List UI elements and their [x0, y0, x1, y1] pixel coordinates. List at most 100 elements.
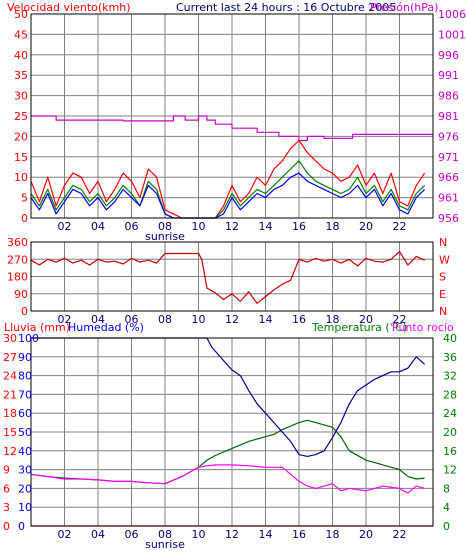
wind-ytick-30: 30	[14, 90, 28, 103]
direction-cardinal-3: E	[439, 288, 446, 301]
wind-direction-line	[30, 251, 425, 304]
temperature-ytick-4: 4	[443, 501, 450, 514]
wind-speed-line	[30, 172, 426, 219]
temperature-ytick-8: 8	[443, 482, 450, 495]
rain-ytick-24: 24	[3, 370, 17, 383]
dir-xtick-04: 04	[91, 313, 105, 326]
temp-sunrise-label: sunrise	[145, 538, 185, 551]
temp-xtick-14: 14	[259, 528, 273, 541]
direction-ytick-270: 270	[7, 253, 28, 266]
humidity-title: Humedad (%)	[68, 321, 144, 334]
pressure-ytick-981: 981	[438, 110, 459, 123]
temperature-title: Temperatura (°C)	[311, 321, 407, 334]
rain-ytick-3: 3	[3, 501, 10, 514]
pressure-ytick-966: 966	[438, 171, 459, 184]
temp-xtick-18: 18	[326, 528, 340, 541]
temperature-plot-frame	[30, 337, 434, 527]
pressure-ytick-996: 996	[438, 49, 459, 62]
humidity-line	[31, 337, 426, 457]
wind-ytick-0: 0	[21, 212, 28, 225]
pressure-ytick-976: 976	[438, 130, 459, 143]
wind-sunrise-label: sunrise	[145, 230, 185, 243]
wind-ytick-45: 45	[14, 28, 28, 41]
wind-ytick-20: 20	[14, 130, 28, 143]
humidity-ytick-20: 20	[18, 482, 32, 495]
wind-xtick-02: 02	[58, 220, 72, 233]
temperature-ytick-0: 0	[443, 520, 450, 533]
temp-xtick-06: 06	[125, 528, 139, 541]
wind-ytick-10: 10	[14, 171, 28, 184]
dir-xtick-08: 08	[158, 313, 172, 326]
wind-ytick-40: 40	[14, 49, 28, 62]
temp-xtick-16: 16	[292, 528, 306, 541]
rain-ytick-27: 27	[3, 351, 17, 364]
wind-ytick-5: 5	[21, 192, 28, 205]
rain-ytick-12: 12	[3, 445, 17, 458]
pressure-ytick-971: 971	[438, 151, 459, 164]
pressure-ytick-986: 986	[438, 90, 459, 103]
humidity-ytick-90: 90	[18, 351, 32, 364]
rain-title: Lluvia (mm)	[4, 321, 70, 334]
temp-xtick-22: 22	[393, 528, 407, 541]
wind-ytick-25: 25	[14, 110, 28, 123]
wind-ytick-35: 35	[14, 69, 28, 82]
rain-ytick-0: 0	[3, 520, 10, 533]
direction-cardinal-1: W	[439, 253, 450, 266]
wind-xtick-16: 16	[292, 220, 306, 233]
wind-xtick-12: 12	[225, 220, 239, 233]
temperature-ytick-16: 16	[443, 445, 457, 458]
dir-xtick-10: 10	[192, 313, 206, 326]
wind-xtick-04: 04	[91, 220, 105, 233]
dir-xtick-20: 20	[359, 313, 373, 326]
wind-xtick-22: 22	[393, 220, 407, 233]
humidity-ytick-60: 60	[18, 407, 32, 420]
dir-xtick-12: 12	[225, 313, 239, 326]
temp-xtick-02: 02	[58, 528, 72, 541]
dir-xtick-06: 06	[125, 313, 139, 326]
direction-cardinal-4: N	[439, 305, 447, 318]
direction-ytick-180: 180	[7, 271, 28, 284]
direction-ytick-0: 0	[21, 305, 28, 318]
wind-xtick-14: 14	[259, 220, 273, 233]
temperature-ytick-32: 32	[443, 370, 457, 383]
rain-ytick-30: 30	[3, 332, 17, 345]
pressure-ytick-1006: 1006	[438, 8, 466, 21]
humidity-ytick-10: 10	[18, 501, 32, 514]
pressure-ytick-961: 961	[438, 192, 459, 205]
dewpoint-line	[30, 464, 425, 494]
humidity-ytick-50: 50	[18, 426, 32, 439]
direction-ytick-360: 360	[7, 236, 28, 249]
wind-ytick-50: 50	[14, 8, 28, 21]
temperature-ytick-36: 36	[443, 351, 457, 364]
wind-ytick-15: 15	[14, 151, 28, 164]
pressure-ytick-1001: 1001	[438, 28, 466, 41]
rain-ytick-6: 6	[3, 482, 10, 495]
wind-xtick-08: 08	[158, 220, 172, 233]
temperature-ytick-20: 20	[443, 426, 457, 439]
rain-ytick-9: 9	[3, 464, 10, 477]
humidity-ytick-40: 40	[18, 445, 32, 458]
chart-date-title: Current last 24 hours : 16 Octubre 2005	[176, 1, 396, 14]
wind-plot-frame	[30, 13, 434, 219]
rain-ytick-18: 18	[3, 407, 17, 420]
humidity-ytick-30: 30	[18, 464, 32, 477]
wind-speed-title: Velocidad viento(kmh)	[7, 1, 131, 14]
dir-xtick-22: 22	[393, 313, 407, 326]
direction-plot-frame	[30, 241, 434, 312]
pressure-title: Presión(hPa)	[370, 1, 438, 14]
direction-ytick-90: 90	[14, 288, 28, 301]
wind-avg-line	[30, 160, 426, 219]
humidity-ytick-70: 70	[18, 388, 32, 401]
humidity-ytick-100: 100	[18, 332, 39, 345]
direction-cardinal-0: N	[439, 236, 447, 249]
rain-ytick-21: 21	[3, 388, 17, 401]
dir-xtick-18: 18	[326, 313, 340, 326]
temperature-ytick-40: 40	[443, 332, 457, 345]
rain-ytick-15: 15	[3, 426, 17, 439]
wind-gust-line	[30, 139, 426, 219]
temperature-ytick-24: 24	[443, 407, 457, 420]
wind-xtick-18: 18	[326, 220, 340, 233]
temperature-ytick-28: 28	[443, 388, 457, 401]
temp-xtick-20: 20	[359, 528, 373, 541]
